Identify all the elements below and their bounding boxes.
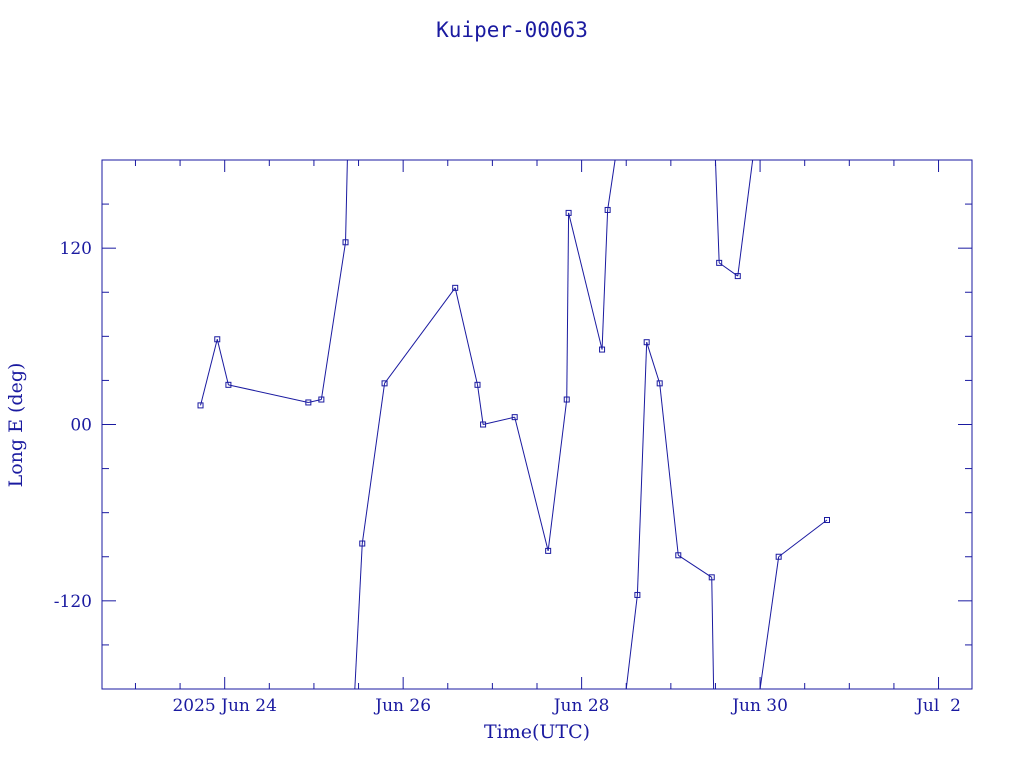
series-line-segment xyxy=(678,554,713,578)
series-line-segment xyxy=(646,342,661,384)
x-tick-labels: 2025 Jun 24 Jun 26 Jun 28 Jun 30 Jul 2 xyxy=(172,696,960,716)
data-point xyxy=(381,380,388,387)
y-tick-label: -120 xyxy=(54,592,92,612)
data-point xyxy=(563,396,570,403)
data-point xyxy=(342,239,349,246)
series-line-segment xyxy=(200,339,218,406)
x-tick-label: Jun 28 xyxy=(552,696,610,716)
series-line-segment xyxy=(361,383,386,544)
x-tick-label: Jun 26 xyxy=(373,696,431,716)
data-point xyxy=(197,402,204,409)
axis-ticks xyxy=(102,160,972,689)
x-tick-label: 2025 Jun 24 xyxy=(172,696,276,716)
series-line-segment xyxy=(454,287,479,385)
chart-title: Kuiper-00063 xyxy=(436,18,588,42)
series-line-segment xyxy=(482,416,515,425)
x-tick-label: Jun 30 xyxy=(730,696,788,716)
series-line-segment xyxy=(345,159,348,243)
data-point xyxy=(474,381,481,388)
data-point xyxy=(480,421,487,428)
series-line-segment xyxy=(568,212,603,350)
series-line-segment xyxy=(514,417,549,551)
series-line-segment xyxy=(216,339,229,385)
data-point xyxy=(318,396,325,403)
series-line-segment xyxy=(477,384,484,425)
series-line-segment xyxy=(320,242,347,400)
series-line-segment xyxy=(759,556,780,690)
series-line-segment xyxy=(636,342,648,595)
series-line-segment xyxy=(601,209,609,350)
series-points xyxy=(197,206,830,598)
data-point xyxy=(716,259,723,266)
series-line-segment xyxy=(354,543,363,690)
series-line-segment xyxy=(384,287,456,384)
y-tick-label: 120 xyxy=(60,239,92,259)
data-point xyxy=(604,206,611,213)
series-lines xyxy=(200,159,828,690)
x-axis-label: Time(UTC) xyxy=(484,721,590,743)
series-line-segment xyxy=(718,262,739,277)
data-point xyxy=(599,346,606,353)
y-tick-label: 00 xyxy=(70,416,92,436)
series-line-segment xyxy=(711,577,715,690)
data-point xyxy=(708,574,715,581)
y-tick-labels: -120 00 120 xyxy=(54,239,92,612)
series-line-segment xyxy=(566,212,570,400)
data-point xyxy=(634,591,641,598)
plot-area xyxy=(197,159,830,690)
y-axis-label: Long E (deg) xyxy=(5,363,27,488)
data-point xyxy=(656,380,663,387)
series-line-segment xyxy=(659,383,679,556)
series-line-segment xyxy=(778,519,828,558)
data-point xyxy=(305,399,312,406)
data-point xyxy=(675,552,682,559)
data-point xyxy=(824,517,830,524)
series-line-segment xyxy=(625,594,638,690)
data-point xyxy=(565,209,572,216)
data-point xyxy=(775,553,782,560)
data-point xyxy=(643,339,650,346)
data-point xyxy=(545,547,552,554)
series-line-segment xyxy=(737,159,754,277)
data-point xyxy=(734,273,741,280)
data-point xyxy=(511,414,518,421)
series-line-segment xyxy=(228,384,309,403)
data-point xyxy=(359,540,366,547)
data-point xyxy=(452,284,459,291)
series-line-segment xyxy=(607,159,616,211)
x-tick-label: Jul 2 xyxy=(914,696,961,716)
data-point xyxy=(214,336,221,343)
series-line-segment xyxy=(714,159,720,263)
series-line-segment xyxy=(547,399,568,551)
data-point xyxy=(225,381,232,388)
plot-frame xyxy=(101,159,973,690)
